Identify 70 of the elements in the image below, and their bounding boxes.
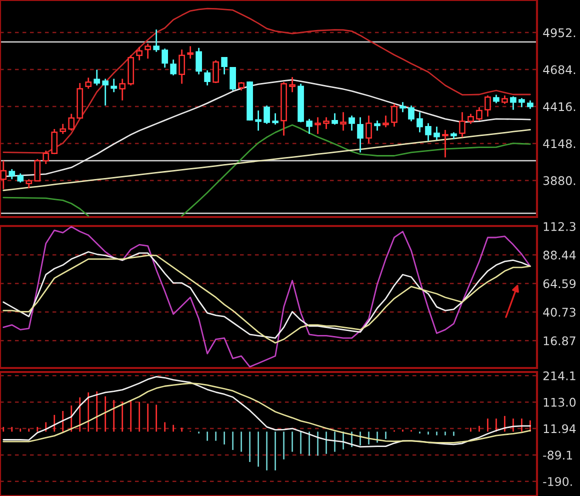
y-tick-label: 4684. [543,65,576,74]
candlestick [144,42,152,60]
candlestick [416,111,423,133]
candlestick [94,68,100,86]
candlestick [408,104,414,122]
candlestick [204,70,210,86]
candlestick [119,78,126,102]
candlestick [484,94,491,118]
candlestick [348,114,355,132]
y-tick-label: -190. [543,477,572,486]
candlestick [442,129,448,158]
candlestick [391,103,398,128]
candlestick [221,56,228,76]
candlestick [459,111,466,138]
candlestick [212,60,219,84]
line-series [2,376,531,448]
y-tick-label: 88.44 [543,250,576,260]
y-tick-label: 3880. [543,176,576,186]
candlestick [255,110,262,132]
y-tick-label: 4416. [543,102,576,112]
candlestick [42,150,50,165]
y-tick-label: 40.73 [543,308,576,317]
candlestick [323,116,330,130]
candlestick [289,76,296,93]
candlestick [306,118,312,135]
candlestick [102,78,109,106]
y-tick-label: 113.0 [544,398,576,407]
y-tick-label: 64.59 [543,279,576,288]
candlestick [136,46,143,61]
candlestick [68,113,75,132]
y-tick-label: 16.87 [544,336,576,346]
candlestick [0,160,7,190]
candlestick [374,120,380,132]
y-tick-label: 112.3 [544,222,576,232]
candlestick [400,101,406,113]
candlestick [264,104,270,125]
y-tick-label: -89.1 [543,450,572,460]
line-series [2,128,531,192]
candlestick [230,66,236,92]
y-tick-label: 4148. [543,139,576,148]
y-tick-label: 214.1 [543,371,576,380]
candlestick [110,78,118,93]
candlestick [518,97,525,108]
y-tick-label: 4952. [543,28,576,38]
candlestick [382,114,389,128]
y-tick-label: 11.94 [544,424,576,434]
candlestick [196,47,202,76]
candlestick [468,113,474,125]
candlestick [60,123,66,135]
candlestick [34,158,41,182]
candlestick [178,48,186,84]
candlestick [51,128,58,155]
candlestick [434,126,440,141]
candlestick [366,114,372,144]
candlestick [8,168,16,180]
candlestick [510,96,516,111]
candlestick [187,46,194,60]
candlestick [314,116,321,135]
line-series [2,382,531,444]
candlestick [476,106,482,122]
candlestick [17,172,24,184]
candlestick [340,111,346,132]
candlestick [272,112,278,126]
candlestick [170,58,177,76]
candlestick [162,48,168,68]
candlestick [357,116,364,154]
candlestick [332,112,338,126]
candlestick [153,28,160,53]
candlestick [425,122,432,142]
candlestick [85,76,92,90]
